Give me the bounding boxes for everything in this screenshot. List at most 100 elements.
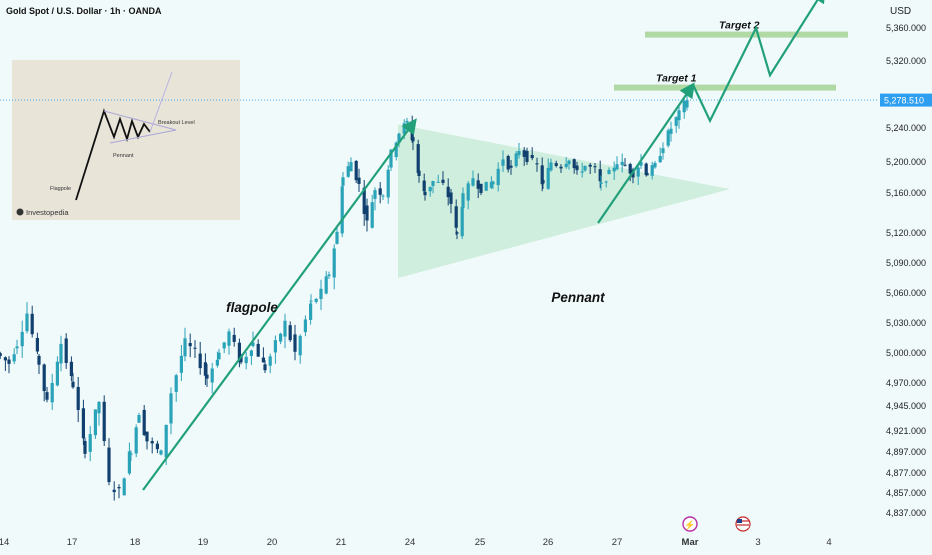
candle-body xyxy=(283,320,287,337)
candle-body xyxy=(559,166,563,169)
x-tick-label: 25 xyxy=(475,537,486,548)
candle-body xyxy=(249,350,253,357)
candle-body xyxy=(546,167,550,189)
x-tick-label: 26 xyxy=(543,537,554,548)
candle-body xyxy=(268,356,272,366)
candle-body xyxy=(55,361,59,386)
candle-body xyxy=(362,187,366,214)
candle-body xyxy=(525,150,529,162)
candle-body xyxy=(102,401,106,442)
candle-body xyxy=(12,354,16,362)
candle-body xyxy=(215,359,219,366)
candle-body xyxy=(612,167,616,172)
candle-body xyxy=(564,163,568,168)
candle-body xyxy=(489,181,493,188)
currency-label: USD xyxy=(890,6,911,17)
candle-body xyxy=(405,120,409,123)
candle-body xyxy=(340,186,344,234)
lightning-event-icon[interactable] xyxy=(682,516,698,532)
x-tick-label: 21 xyxy=(336,537,347,548)
y-tick-label: 4,877.000 xyxy=(886,468,926,478)
candle-body xyxy=(666,130,670,146)
candle-body xyxy=(471,178,475,186)
candle-body xyxy=(25,313,29,332)
candle-body xyxy=(193,347,197,349)
candle-body xyxy=(237,342,241,363)
lightning-event-glyph: ⚡ xyxy=(684,519,695,531)
candle-body xyxy=(661,148,665,154)
candle-body xyxy=(142,409,146,436)
inset-pennant-label: Pennant xyxy=(113,153,134,159)
candle-body xyxy=(397,133,401,143)
candle-body xyxy=(535,163,539,165)
target-band-2 xyxy=(645,31,848,38)
candle-body xyxy=(134,427,138,454)
candle-body xyxy=(530,154,534,159)
candle-body xyxy=(554,163,558,166)
candle-body xyxy=(517,150,521,156)
candle-body xyxy=(164,424,168,458)
candle-body xyxy=(431,180,435,186)
inset-pennant-lines xyxy=(103,110,177,144)
candle-body xyxy=(169,393,173,424)
candle-body xyxy=(314,298,318,302)
candle-body xyxy=(205,374,209,379)
candle-body xyxy=(155,443,159,450)
candle-body xyxy=(3,357,7,361)
trend-line-projection xyxy=(692,0,826,124)
candle-body xyxy=(522,150,526,157)
candle-body xyxy=(460,207,464,237)
candle-body xyxy=(461,193,465,208)
candle-body xyxy=(59,343,63,364)
candle-body xyxy=(37,355,41,365)
candle-body xyxy=(50,382,54,403)
inset-brand: Investopedia xyxy=(26,208,69,217)
inset-price-path xyxy=(75,108,151,201)
candle-body xyxy=(69,361,73,377)
candle-body xyxy=(599,182,603,184)
candle-body xyxy=(514,153,518,167)
candle-body xyxy=(88,434,92,452)
candle-body xyxy=(428,186,432,192)
candle-body xyxy=(389,149,393,168)
candle-body xyxy=(76,386,80,410)
candle-body xyxy=(436,181,440,183)
candle-body xyxy=(42,364,46,392)
candle-body xyxy=(279,333,283,342)
candle-body xyxy=(370,202,374,228)
candle-body xyxy=(97,401,101,414)
x-tick-label: 18 xyxy=(130,537,141,548)
candle-body xyxy=(357,177,361,184)
candle-body xyxy=(349,162,353,172)
candle-body xyxy=(496,168,500,186)
candle-body xyxy=(210,368,214,383)
candle-body xyxy=(319,288,323,300)
candle-body xyxy=(20,331,24,347)
candle-body xyxy=(645,172,649,176)
candle-body xyxy=(0,353,2,357)
x-tick-label: 14 xyxy=(0,537,9,548)
candle-body xyxy=(45,392,49,400)
candle-body xyxy=(107,447,111,483)
x-tick-label: 27 xyxy=(612,537,623,548)
candle-body xyxy=(449,192,453,204)
y-tick-label: 4,897.000 xyxy=(886,447,926,457)
candle-body xyxy=(677,110,681,121)
candle-body xyxy=(15,346,19,349)
candle-body xyxy=(174,375,178,392)
y-tick-label: 5,160.000 xyxy=(886,188,926,198)
candle-body xyxy=(567,160,571,165)
x-tick-label: 19 xyxy=(198,537,209,548)
candle-body xyxy=(685,100,689,108)
x-tick-label: 17 xyxy=(67,537,78,548)
target-label-2: Target 2 xyxy=(719,20,760,32)
candle-body xyxy=(354,160,358,181)
candle-body xyxy=(327,274,331,277)
candle-body xyxy=(332,248,336,278)
candle-body xyxy=(466,183,470,201)
candle-body xyxy=(293,334,297,352)
x-tick-label: 4 xyxy=(826,537,831,548)
candle-body xyxy=(112,489,116,493)
